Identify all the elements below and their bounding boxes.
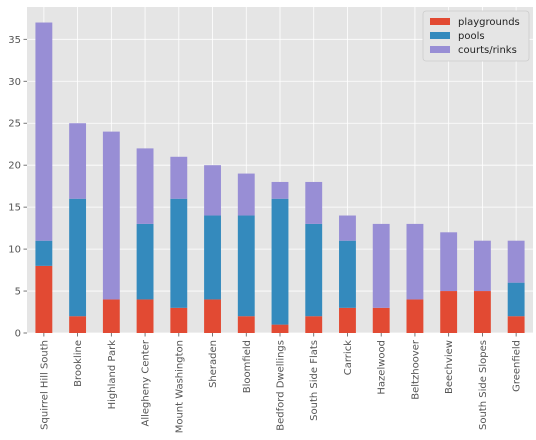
legend-entries: playgrounds pools courts/rinks [430,17,520,56]
x-tick-label: Allegheny Center [141,339,152,426]
bar-courts-rinks-2 [102,131,120,300]
bar-playgrounds-6 [237,316,255,333]
bar-playgrounds-1 [69,316,87,333]
bar-playgrounds-10 [372,307,390,333]
bar-playgrounds-4 [170,307,188,333]
bar-playgrounds-7 [271,324,289,333]
x-tick-label: Hazelwood [377,340,388,395]
bar-courts-rinks-7 [271,181,289,199]
bar-playgrounds-0 [35,265,53,333]
bar-playgrounds-2 [102,299,120,333]
bar-courts-rinks-5 [204,165,221,216]
x-tick-label: Highland Park [107,340,118,410]
bar-courts-rinks-9 [339,215,356,241]
bar-pools-3 [136,223,154,300]
y-tick-label: 30 [8,77,21,88]
legend-label: pools [458,31,485,42]
bar-pools-8 [305,223,323,317]
bar-courts-rinks-0 [35,22,53,241]
bar-pools-1 [69,198,87,317]
bar-pools-6 [237,215,255,317]
bar-courts-rinks-3 [136,148,154,224]
legend-label: courts/rinks [458,45,517,56]
y-tick-label: 25 [8,119,21,130]
bar-playgrounds-5 [204,299,221,333]
bar-courts-rinks-6 [237,173,255,216]
y-tick-label: 5 [15,287,21,298]
legend-swatch [430,32,450,39]
bar-courts-rinks-4 [170,156,188,199]
y-axis: 0 5 10 15 20 25 30 35 [8,35,27,340]
bar-courts-rinks-14 [507,240,525,283]
y-tick-label: 20 [8,161,21,172]
bar-playgrounds-8 [305,316,323,333]
x-tick-label: Bloomfield [242,340,253,393]
bar-pools-4 [170,198,188,308]
y-tick-label: 35 [8,35,21,46]
x-tick-label: South Side Flats [309,340,320,421]
bar-playgrounds-14 [507,316,525,333]
bar-pools-5 [204,215,221,300]
bars [35,22,525,333]
bar-courts-rinks-1 [69,123,87,199]
bar-pools-7 [271,198,289,325]
bar-courts-rinks-12 [440,232,458,292]
x-tick-label: Brookline [73,340,84,387]
bar-pools-14 [507,282,525,317]
x-tick-label: Squirrel Hill South [39,340,50,430]
bar-courts-rinks-10 [372,223,390,308]
legend-swatch [430,18,450,25]
x-tick-label: South Side Slopes [478,340,489,430]
x-tick-label: Sheraden [208,340,219,388]
y-tick-label: 0 [15,329,21,340]
bar-playgrounds-9 [339,307,356,333]
bar-courts-rinks-8 [305,181,323,224]
x-tick-label: Beechview [444,340,455,394]
x-tick-label: Carrick [343,340,354,375]
bar-courts-rinks-11 [406,223,424,300]
legend: playgrounds pools courts/rinks [422,10,530,62]
bar-pools-9 [339,240,356,308]
x-tick-label: Beltzhoover [410,339,421,400]
x-tick-label: Greenfield [512,340,523,392]
x-tick-label: Bedford Dwellings [276,340,287,431]
bar-playgrounds-3 [136,299,154,333]
y-tick-label: 10 [8,245,21,256]
bar-playgrounds-11 [406,299,424,333]
bar-playgrounds-12 [440,291,458,333]
bar-playgrounds-13 [473,291,491,333]
legend-label: playgrounds [458,17,520,28]
x-axis: Squirrel Hill South Brookline Highland Par… [39,333,523,433]
y-tick-label: 15 [8,203,21,214]
legend-swatch [430,46,450,53]
x-tick-label: Mount Washington [174,340,185,433]
bar-courts-rinks-13 [473,240,491,292]
bar-pools-0 [35,240,53,266]
